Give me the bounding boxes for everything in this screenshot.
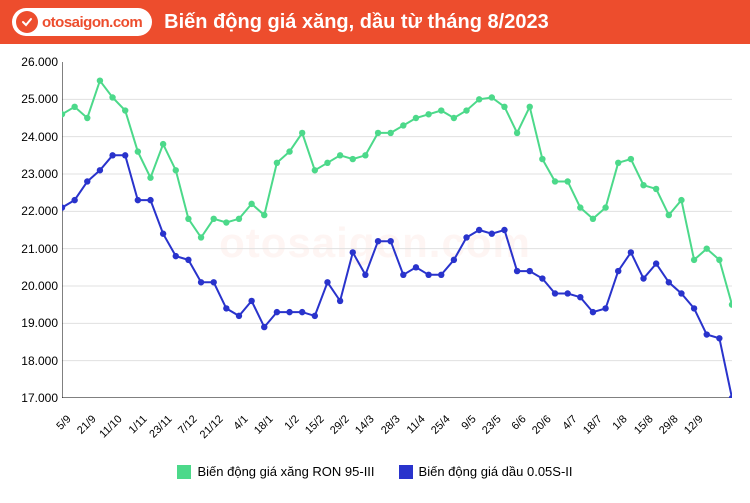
chart-container: otosaigon.com 17.00018.00019.00020.00021… (0, 44, 750, 458)
legend-item-gasoline: Biến động giá xăng RON 95-III (177, 464, 374, 479)
x-tick-label: 23/11 (147, 413, 174, 440)
x-tick-label: 21/12 (197, 413, 225, 441)
x-tick-label: 4/7 (560, 413, 579, 432)
y-tick-label: 19.000 (21, 316, 58, 330)
y-tick-label: 18.000 (21, 354, 58, 368)
logo-text: otosaigon.com (42, 14, 142, 31)
legend-swatch-diesel (399, 465, 413, 479)
x-tick-label: 21/9 (75, 413, 99, 437)
header-bar: otosaigon.com Biến động giá xăng, dầu từ… (0, 0, 750, 44)
x-tick-label: 5/9 (54, 413, 73, 432)
header-title: Biến động giá xăng, dầu từ tháng 8/2023 (164, 11, 549, 34)
x-tick-label: 11/4 (405, 413, 428, 436)
y-tick-label: 26.000 (21, 55, 58, 69)
legend-label-gasoline: Biến động giá xăng RON 95-III (197, 464, 374, 479)
y-tick-label: 20.000 (21, 279, 58, 293)
x-tick-label: 14/3 (353, 413, 377, 437)
y-tick-label: 25.000 (21, 92, 58, 106)
x-tick-label: 23/5 (480, 413, 504, 437)
legend-item-diesel: Biến động giá dầu 0.05S-II (399, 464, 573, 479)
x-tick-label: 25/4 (429, 413, 453, 437)
x-tick-label: 1/2 (282, 413, 301, 432)
legend-label-diesel: Biến động giá dầu 0.05S-II (419, 464, 573, 479)
x-tick-label: 6/6 (509, 413, 528, 432)
x-tick-label: 12/9 (682, 413, 706, 437)
x-tick-label: 1/8 (611, 413, 630, 432)
x-tick-label: 20/6 (530, 413, 554, 437)
x-tick-label: 29/8 (657, 413, 681, 437)
x-tick-label: 1/11 (126, 413, 149, 436)
x-tick-label: 18/7 (581, 413, 605, 437)
x-tick-label: 28/3 (379, 413, 403, 437)
x-tick-label: 15/2 (303, 413, 327, 437)
x-tick-label: 18/1 (252, 413, 276, 437)
y-tick-label: 24.000 (21, 130, 58, 144)
y-tick-label: 17.000 (21, 391, 58, 405)
y-tick-label: 21.000 (21, 242, 58, 256)
legend: Biến động giá xăng RON 95-III Biến động … (0, 458, 750, 487)
y-tick-label: 23.000 (21, 167, 58, 181)
x-axis-labels: 5/921/911/101/1123/117/1221/124/118/11/2… (62, 406, 732, 456)
y-tick-label: 22.000 (21, 204, 58, 218)
logo-pill: otosaigon.com (12, 8, 152, 36)
logo-circle-icon (16, 11, 38, 33)
line-chart (62, 62, 732, 398)
x-tick-label: 7/12 (176, 413, 200, 437)
x-tick-label: 9/5 (459, 413, 478, 432)
x-tick-label: 15/8 (632, 413, 656, 437)
x-tick-label: 29/2 (328, 413, 352, 437)
legend-swatch-gasoline (177, 465, 191, 479)
x-tick-label: 4/1 (231, 413, 250, 432)
x-tick-label: 11/10 (97, 413, 124, 440)
